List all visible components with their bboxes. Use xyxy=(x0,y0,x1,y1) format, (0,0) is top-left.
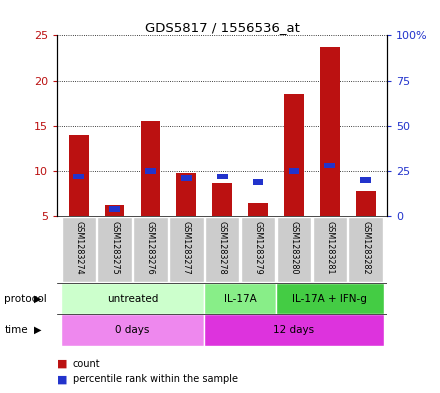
Text: count: count xyxy=(73,358,100,369)
Text: GSM1283282: GSM1283282 xyxy=(361,221,370,275)
Bar xyxy=(145,168,156,174)
Bar xyxy=(289,168,299,174)
Text: 12 days: 12 days xyxy=(273,325,315,335)
Text: ■: ■ xyxy=(57,358,68,369)
Title: GDS5817 / 1556536_at: GDS5817 / 1556536_at xyxy=(145,21,300,34)
Text: ▶: ▶ xyxy=(33,325,41,335)
Text: GSM1283276: GSM1283276 xyxy=(146,221,155,275)
Text: GSM1283278: GSM1283278 xyxy=(218,221,227,275)
Bar xyxy=(213,183,232,216)
Text: protocol: protocol xyxy=(4,294,47,304)
Text: GSM1283279: GSM1283279 xyxy=(253,221,263,275)
Bar xyxy=(61,283,204,314)
Bar xyxy=(320,47,340,216)
Bar xyxy=(105,205,125,216)
Bar xyxy=(176,173,196,216)
Bar xyxy=(360,177,371,183)
Bar xyxy=(324,163,335,168)
Bar xyxy=(62,217,96,282)
Bar xyxy=(248,203,268,216)
Bar xyxy=(133,217,168,282)
Text: GSM1283275: GSM1283275 xyxy=(110,221,119,275)
Bar xyxy=(217,174,227,179)
Bar xyxy=(204,314,384,346)
Bar xyxy=(73,174,84,179)
Text: IL-17A + IFN-g: IL-17A + IFN-g xyxy=(292,294,367,304)
Text: time: time xyxy=(4,325,28,335)
Bar xyxy=(276,283,384,314)
Text: 0 days: 0 days xyxy=(115,325,150,335)
Bar xyxy=(284,94,304,216)
Bar xyxy=(141,121,160,216)
Bar xyxy=(109,206,120,211)
Bar xyxy=(312,217,347,282)
Text: ▶: ▶ xyxy=(33,294,41,304)
Text: GSM1283281: GSM1283281 xyxy=(325,222,334,275)
Bar xyxy=(277,217,311,282)
Bar xyxy=(204,283,276,314)
Text: GSM1283277: GSM1283277 xyxy=(182,221,191,275)
Bar xyxy=(348,217,383,282)
Text: ■: ■ xyxy=(57,374,68,384)
Bar xyxy=(61,314,204,346)
Text: IL-17A: IL-17A xyxy=(224,294,257,304)
Text: GSM1283274: GSM1283274 xyxy=(74,221,83,275)
Bar xyxy=(181,175,192,181)
Bar xyxy=(253,179,264,185)
Text: untreated: untreated xyxy=(107,294,158,304)
Bar xyxy=(205,217,239,282)
Bar xyxy=(356,191,376,216)
Text: percentile rank within the sample: percentile rank within the sample xyxy=(73,374,238,384)
Text: GSM1283280: GSM1283280 xyxy=(290,222,298,275)
Bar xyxy=(169,217,204,282)
Bar xyxy=(241,217,275,282)
Bar xyxy=(69,135,88,216)
Bar xyxy=(97,217,132,282)
